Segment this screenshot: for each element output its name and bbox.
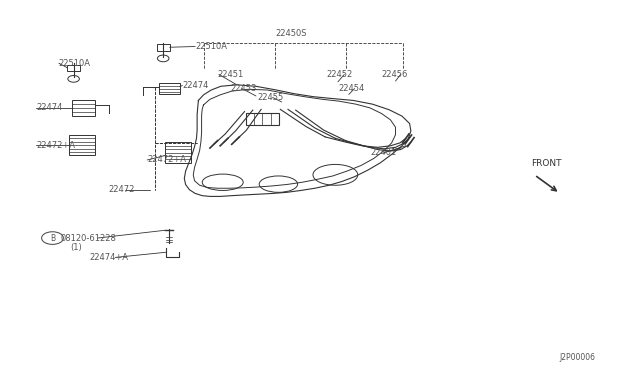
Bar xyxy=(157,44,170,51)
Text: 22510A: 22510A xyxy=(59,59,91,68)
Text: 22474: 22474 xyxy=(182,81,209,90)
Text: 22454: 22454 xyxy=(338,84,364,93)
Bar xyxy=(246,113,279,125)
Text: (1): (1) xyxy=(70,243,82,252)
Text: 22472+A: 22472+A xyxy=(147,155,186,164)
Text: 22472+A: 22472+A xyxy=(36,141,76,150)
Text: 22510A: 22510A xyxy=(195,42,227,51)
Bar xyxy=(69,135,95,155)
Text: J2P00006: J2P00006 xyxy=(559,353,595,362)
Text: 22452: 22452 xyxy=(326,70,353,79)
Bar xyxy=(72,100,95,116)
Text: 22451: 22451 xyxy=(218,70,244,79)
Text: 22401: 22401 xyxy=(370,148,396,157)
Text: 22455: 22455 xyxy=(257,93,284,102)
Bar xyxy=(165,142,191,163)
Text: 22456: 22456 xyxy=(381,70,408,79)
Text: 22450S: 22450S xyxy=(275,29,307,38)
Text: 22472: 22472 xyxy=(109,185,135,194)
Text: 08120-61228: 08120-61228 xyxy=(61,234,116,243)
Text: 22474+A: 22474+A xyxy=(90,253,129,262)
Bar xyxy=(159,83,180,94)
Bar xyxy=(67,65,80,71)
Text: FRONT: FRONT xyxy=(531,159,562,168)
Text: 22474: 22474 xyxy=(36,103,63,112)
Text: B: B xyxy=(50,234,55,243)
Text: 22453: 22453 xyxy=(230,84,257,93)
